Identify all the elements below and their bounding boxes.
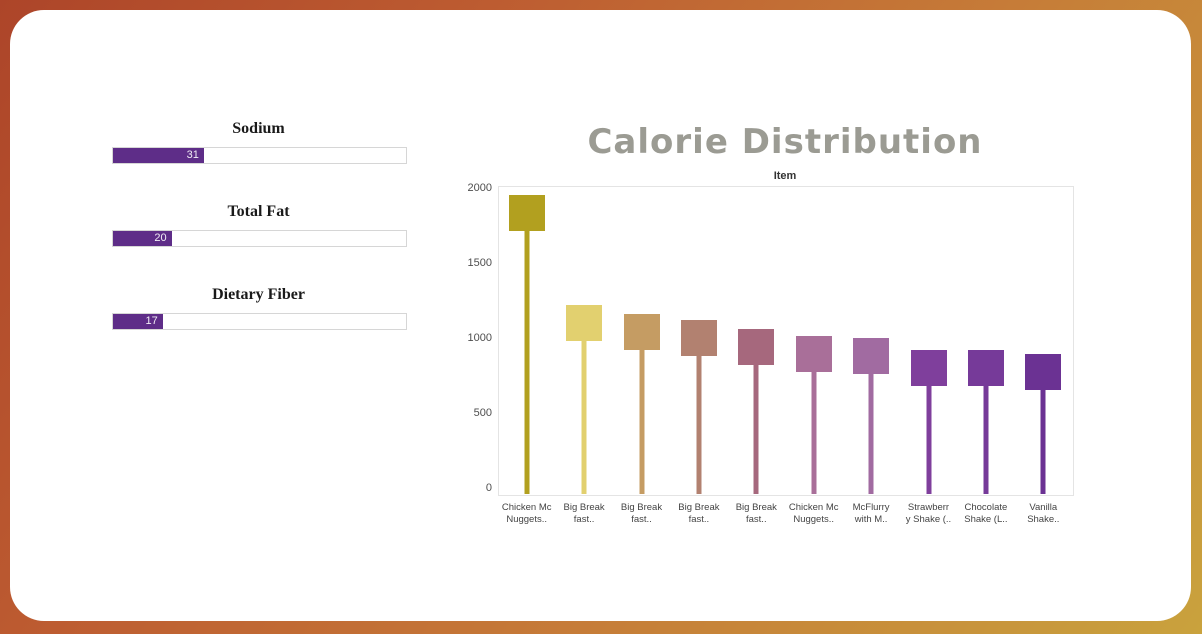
x-axis-label: Vanilla Shake.. <box>1027 502 1060 525</box>
y-axis-tick-label: 0 <box>485 482 492 494</box>
gauge-title-sodium: Sodium <box>232 120 285 137</box>
lollipop-marker[interactable] <box>566 304 603 341</box>
y-axis-tick-label: 500 <box>473 407 492 419</box>
gauge-value-label: 17 <box>145 315 158 327</box>
x-axis-label: Big Break fast.. <box>678 502 720 525</box>
gauge-fill[interactable]: 20 <box>113 231 172 246</box>
item-axis-header: Item <box>773 170 797 182</box>
gauge-title-total-fat: Total Fat <box>227 203 290 220</box>
x-axis-label: Chicken Mc Nuggets.. <box>501 502 552 525</box>
gauge-value-label: 31 <box>186 149 199 161</box>
x-axis-label: Big Break fast.. <box>620 502 663 525</box>
lollipop-marker[interactable] <box>853 337 890 374</box>
lollipop-stem <box>811 354 817 494</box>
x-axis-label: Chocolate Shake (L.. <box>964 502 1008 525</box>
lollipop-stem <box>581 322 587 494</box>
x-axis-label: Strawberr y Shake (.. <box>905 502 952 525</box>
lollipop-stem <box>639 331 644 494</box>
gauge-fill[interactable]: 17 <box>113 314 163 329</box>
y-axis-tick-label: 1000 <box>467 332 492 344</box>
gauge-track: 17 <box>112 313 407 330</box>
lollipop-marker[interactable] <box>795 336 832 372</box>
x-axis-label: Big Break fast.. <box>563 502 605 525</box>
lollipop-marker[interactable] <box>910 349 947 386</box>
gauge-track: 20 <box>112 230 407 247</box>
chart-title: Calorie Distribution <box>587 122 983 162</box>
gauge-value-label: 20 <box>154 232 167 244</box>
gauge-track: 31 <box>112 147 407 164</box>
lollipop-marker[interactable] <box>508 195 545 231</box>
x-axis-label: Chicken Mc Nuggets.. <box>788 502 839 525</box>
lollipop-marker[interactable] <box>738 328 775 365</box>
lollipop-stem <box>696 337 702 494</box>
lollipop-marker[interactable] <box>967 349 1004 386</box>
y-axis-tick-label: 1500 <box>467 257 492 269</box>
lollipop-stem <box>1040 372 1046 494</box>
lollipop-stem <box>524 213 530 494</box>
plot-area <box>498 186 1074 496</box>
lollipop-marker[interactable] <box>680 319 717 356</box>
lollipop-stem <box>983 367 989 494</box>
y-axis-tick-label: 2000 <box>467 182 492 194</box>
x-axis-label: McFlurry with M.. <box>852 502 890 525</box>
gauge-title-dietary-fiber: Dietary Fiber <box>212 286 305 303</box>
lollipop-stem <box>753 346 759 494</box>
lollipop-marker[interactable] <box>623 313 660 350</box>
lollipop-stem <box>926 367 931 494</box>
lollipop-stem <box>868 355 874 494</box>
gauge-fill[interactable]: 31 <box>113 148 204 163</box>
lollipop-marker[interactable] <box>1025 354 1062 390</box>
x-axis-label: Big Break fast.. <box>735 502 777 525</box>
